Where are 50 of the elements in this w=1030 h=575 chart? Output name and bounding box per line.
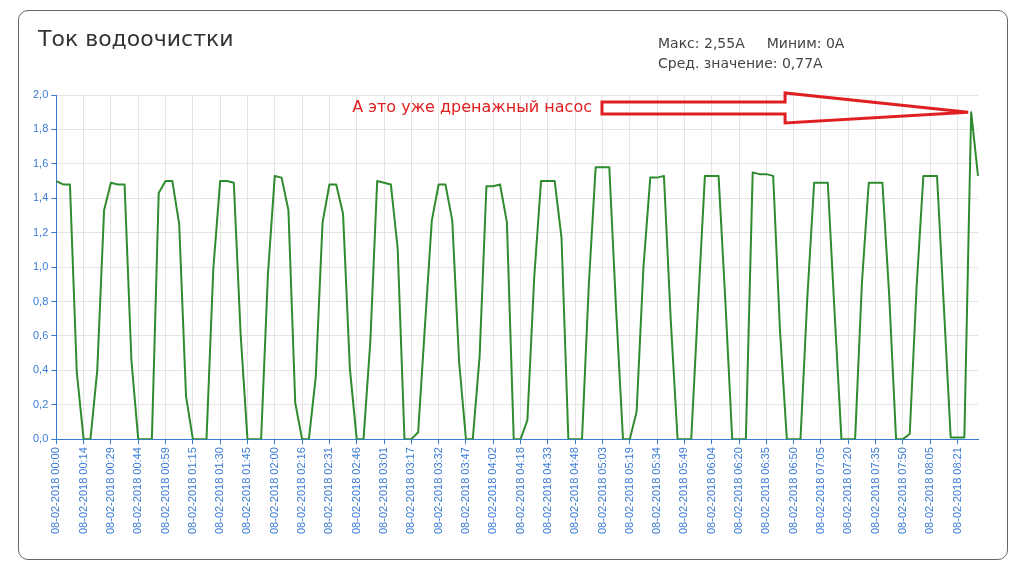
x-tick-label: 08-02-2018 01:30: [213, 447, 226, 535]
x-tick-label: 08-02-2018 01:45: [240, 447, 253, 535]
x-tick-label: 08-02-2018 05:19: [622, 447, 635, 535]
text: Сред. значение: 0,77А: [658, 55, 823, 71]
x-tick-label: 08-02-2018 08:21: [950, 447, 963, 535]
x-tick-label: 08-02-2018 02:16: [295, 447, 308, 535]
x-tick-label: 08-02-2018 07:35: [868, 447, 881, 535]
x-tick-label: 08-02-2018 05:34: [650, 447, 663, 535]
y-tick-label: 1,2: [32, 225, 49, 238]
x-tick-label: 08-02-2018 03:01: [377, 447, 390, 535]
annotation: А это уже дренажный насос: [352, 97, 592, 117]
x-tick-label: 08-02-2018 02:31: [322, 447, 335, 535]
x-tick-label: 08-02-2018 00:29: [103, 447, 116, 535]
x-tick-label: 08-02-2018 00:14: [76, 447, 89, 535]
y-tick-label: 1,0: [32, 260, 49, 273]
y-tick-label: 0,8: [32, 294, 49, 307]
y-tick-label: 0,4: [32, 363, 49, 376]
x-tick-label: 08-02-2018 06:35: [759, 447, 772, 535]
x-tick-label: 08-02-2018 07:20: [841, 447, 854, 535]
chart-title: Ток водоочистки: [38, 26, 234, 51]
x-tick-label: 08-02-2018 00:00: [49, 447, 62, 535]
x-tick-label: 08-02-2018 08:05: [923, 447, 936, 535]
x-tick-label: 08-02-2018 07:50: [895, 447, 908, 535]
text: Макс: 2,55А: [658, 35, 745, 51]
x-tick-label: 08-02-2018 06:04: [704, 447, 717, 535]
x-tick-label: 08-02-2018 06:20: [732, 447, 745, 535]
y-tick-label: 0,2: [32, 397, 49, 410]
y-tick-label: 2,0: [32, 88, 49, 101]
y-tick-label: 1,4: [32, 191, 49, 204]
x-tick-label: 08-02-2018 07:05: [814, 447, 826, 535]
x-tick-label: 08-02-2018 05:49: [677, 447, 690, 535]
x-tick-label: 08-02-2018 03:47: [458, 447, 471, 535]
x-tick-label: 08-02-2018 04:33: [540, 447, 553, 535]
y-tick-label: 0,0: [32, 432, 49, 445]
text: Миним: 0А: [766, 35, 845, 51]
x-tick-label: 08-02-2018 00:44: [131, 447, 144, 535]
x-tick-label: 08-02-2018 01:15: [185, 447, 198, 535]
x-tick-label: 08-02-2018 02:46: [349, 447, 362, 535]
x-tick-label: 08-02-2018 00:59: [158, 447, 171, 535]
x-tick-label: 08-02-2018 04:48: [568, 447, 581, 535]
y-tick-label: 1,6: [32, 156, 49, 169]
x-tick-label: 08-02-2018 04:18: [513, 447, 526, 535]
x-tick-label: 08-02-2018 02:00: [267, 447, 280, 535]
y-tick-label: 0,6: [32, 328, 49, 341]
x-tick-label: 08-02-2018 03:32: [431, 447, 444, 535]
x-tick-label: 08-02-2018 06:50: [786, 447, 799, 535]
x-tick-label: 08-02-2018 03:17: [404, 447, 417, 535]
y-tick-label: 1,8: [32, 122, 49, 135]
x-tick-label: 08-02-2018 04:02: [486, 447, 499, 535]
x-tick-label: 08-02-2018 05:03: [595, 447, 608, 535]
